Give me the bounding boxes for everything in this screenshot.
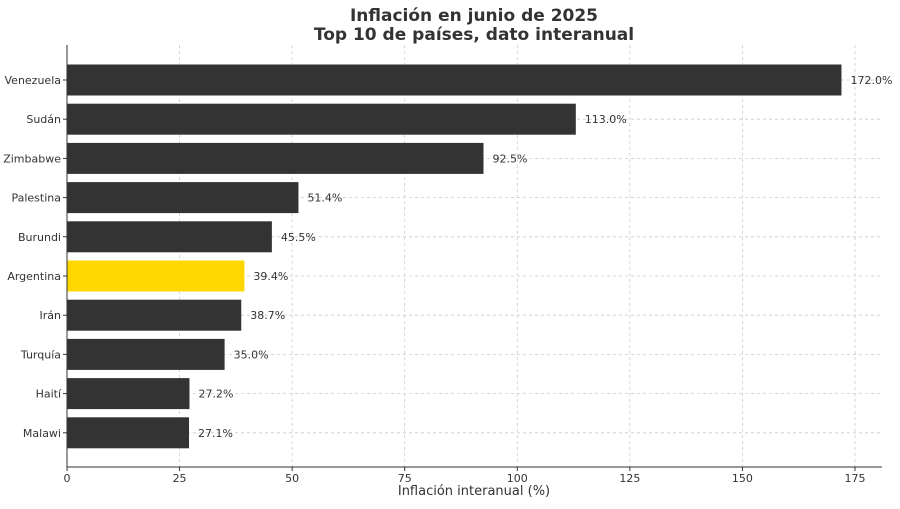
category-label: Venezuela xyxy=(5,74,62,87)
category-label: Zimbabwe xyxy=(3,152,61,165)
bar xyxy=(67,221,272,253)
value-label: 172.0% xyxy=(850,74,892,87)
bars: 172.0% 113.0% 92.5% 51.4% 45.5% 39.4% 38.7% 35.… xyxy=(67,64,892,449)
bar xyxy=(67,378,190,410)
axes: Venezuela Sudán Zimbabwe Palestina Burundi Ar… xyxy=(3,45,882,485)
x-tick-label: 100 xyxy=(507,472,528,485)
value-label: 27.2% xyxy=(198,388,233,401)
category-label: Palestina xyxy=(11,192,61,205)
category-label: Haití xyxy=(36,388,62,401)
category-label: Turquía xyxy=(20,348,61,361)
category-label: Malawi xyxy=(23,427,61,440)
x-tick-label: 75 xyxy=(398,472,412,485)
value-label: 92.5% xyxy=(493,152,528,165)
bar xyxy=(67,182,299,214)
grid xyxy=(66,45,882,467)
value-label: 35.0% xyxy=(234,348,269,361)
x-tick-label: 125 xyxy=(619,472,640,485)
value-label: 38.7% xyxy=(250,309,285,322)
category-label: Argentina xyxy=(7,270,61,283)
bar xyxy=(67,260,245,292)
value-label: 51.4% xyxy=(307,192,342,205)
chart-subtitle: Top 10 de países, dato interanual xyxy=(314,25,634,45)
x-tick-label: 0 xyxy=(64,472,71,485)
x-tick-label: 25 xyxy=(173,472,187,485)
bar xyxy=(67,417,190,449)
category-label: Irán xyxy=(40,309,62,322)
bar xyxy=(67,299,242,331)
value-label: 45.5% xyxy=(281,231,316,244)
bar xyxy=(67,338,225,370)
chart-title: Inflación en junio de 2025 xyxy=(350,6,598,26)
value-label: 27.1% xyxy=(198,427,233,440)
x-tick-label: 150 xyxy=(732,472,753,485)
x-tick-label: 175 xyxy=(844,472,865,485)
x-tick-label: 50 xyxy=(285,472,299,485)
bar xyxy=(67,64,842,96)
category-label: Burundi xyxy=(18,231,61,244)
value-label: 39.4% xyxy=(253,270,288,283)
bar xyxy=(67,103,576,135)
category-label: Sudán xyxy=(26,113,61,126)
value-label: 113.0% xyxy=(585,113,627,126)
x-axis-label: Inflación interanual (%) xyxy=(398,484,550,499)
bar xyxy=(67,142,484,174)
